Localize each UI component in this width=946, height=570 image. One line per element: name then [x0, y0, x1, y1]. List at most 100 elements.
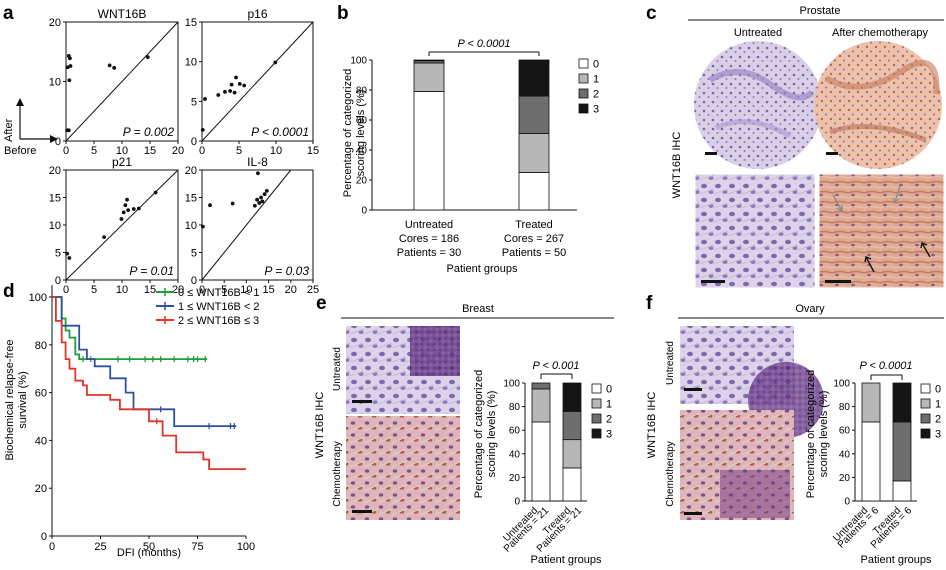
survival-curve [52, 296, 246, 471]
scatter-point [107, 63, 112, 68]
x-tick-label: 25 [94, 541, 106, 553]
legend-label: 3 [593, 104, 599, 116]
scatter-point [208, 203, 212, 208]
legend-blue-label: 1 ≤ WNT16B < 2 [178, 301, 260, 313]
panel-b-xlabel: Patient groups [447, 263, 518, 275]
scatter-point [228, 89, 233, 93]
legend-swatch [578, 73, 589, 84]
panel-label-f: f [646, 293, 653, 314]
brown-stain-arrows [832, 185, 931, 273]
y-tick-label: 0 [844, 497, 850, 508]
scatter-point [203, 97, 207, 101]
scatter-point [230, 201, 235, 206]
legend-green-label: 0 ≤ WNT16B < 1 [178, 287, 260, 299]
scatter-point [119, 217, 124, 221]
legend-swatch [920, 398, 931, 409]
legend-swatch [591, 428, 602, 439]
bar-segment [562, 439, 582, 469]
y-tick-label: 40 [509, 449, 521, 460]
identity-line [65, 169, 179, 281]
bar-segment [892, 421, 912, 482]
bar-segment [562, 382, 582, 412]
legend-swatch [920, 383, 931, 394]
panel-e-ylabel-line1: Percentage of categorized [473, 370, 485, 498]
panel-e-side-label: WNT16B IHC [314, 392, 326, 459]
x-tick-label: 20 [172, 145, 184, 157]
y-tick-label: 80 [356, 86, 368, 97]
panel-b-stacked-bar: Percentage of categorized scoring levels… [342, 38, 599, 275]
panel-c-col-chemo: After chemotherapy [832, 27, 928, 39]
bar-segment [518, 172, 550, 211]
bar-segment [413, 91, 445, 211]
panel-d-survival-curves: Biochemical relapse-free survival (%) DF… [4, 285, 260, 559]
y-tick-label: 15 [185, 17, 197, 29]
legend-label: 0 [606, 384, 612, 396]
scatter-point [125, 197, 129, 202]
y-tick-label: 0 [55, 275, 61, 287]
scatter-point [145, 55, 150, 60]
y-tick-label: 0 [41, 531, 47, 543]
y-tick-label: 15 [185, 193, 197, 205]
y-tick-label: 60 [356, 116, 368, 127]
legend-label: 2 [606, 414, 612, 426]
x-tick-label: 15 [262, 284, 274, 296]
bar-segment [892, 480, 912, 502]
y-tick-label: 0 [514, 497, 520, 508]
scatter-p-value: P < 0.0001 [251, 125, 309, 139]
legend-swatch [591, 383, 602, 394]
scatter-point [121, 210, 126, 215]
y-tick-label: 20 [49, 17, 61, 29]
panel-d-xlabel: DFI (months) [117, 547, 181, 559]
x-tick-label: 0 [63, 284, 69, 296]
legend-red-label: 2 ≤ WNT16B ≤ 3 [178, 315, 259, 327]
panel-f-ovary: Ovary WNT16B IHC Untreated Chemotherapy … [646, 303, 944, 566]
panel-f-row-chemo: Chemotherapy [665, 441, 676, 507]
identity-line [65, 21, 179, 142]
scatter-point [242, 83, 247, 88]
scatter-point [136, 206, 141, 211]
y-tick-label: 80 [839, 402, 851, 413]
y-tick-label: 20 [49, 165, 61, 177]
x-tick-label: 15 [144, 145, 156, 157]
scatter-point [223, 89, 227, 94]
scatter-point [259, 195, 263, 200]
x-tick-label: 25 [307, 284, 319, 296]
panel-c-header: Prostate [800, 5, 841, 17]
scatter-point [68, 64, 73, 68]
scatter-point [232, 90, 237, 95]
panel-b-group1-line2: Cores = 186 [399, 233, 459, 245]
scatter-point [255, 197, 259, 202]
panel-label-d: d [3, 281, 15, 302]
panel-f-row-untreated: Untreated [665, 341, 676, 385]
before-after-axes-key: After Before [3, 98, 58, 157]
x-tick-label: 0 [49, 541, 55, 553]
scatter-point [273, 60, 278, 65]
scatter-frame [201, 21, 314, 142]
legend-label: 1 [593, 74, 599, 86]
x-tick-label: 50 [143, 541, 155, 553]
y-tick-label: 60 [839, 426, 851, 437]
y-tick-label: 20 [185, 165, 197, 177]
bar-segment [562, 467, 582, 502]
panel-e-xlabel: Patient groups [531, 554, 602, 566]
x-tick-label: 75 [191, 541, 203, 553]
y-tick-label: 100 [29, 292, 47, 304]
bar-segment [518, 95, 550, 134]
x-tick-label: 0 [199, 145, 205, 157]
panel-c-row-label: WNT16B IHC [671, 132, 683, 199]
x-tick-label: 5 [91, 145, 97, 157]
scatter-point [200, 127, 205, 132]
x-tick-label: 10 [116, 145, 128, 157]
y-tick-label: 5 [55, 248, 61, 260]
panel-e-breast: Breast WNT16B IHC Untreated Chemotherapy… [314, 303, 614, 566]
y-tick-label: 0 [361, 206, 367, 217]
panel-b-ylabel-line1: Percentage of categorized [342, 69, 354, 197]
y-tick-label: 15 [49, 193, 61, 205]
panel-b-group2-line2: Cores = 267 [504, 233, 564, 245]
x-tick-label: 0 [63, 145, 69, 157]
legend-label: 1 [606, 399, 612, 411]
scatter-p-value: P = 0.03 [264, 264, 309, 278]
legend-label: 3 [935, 429, 941, 441]
